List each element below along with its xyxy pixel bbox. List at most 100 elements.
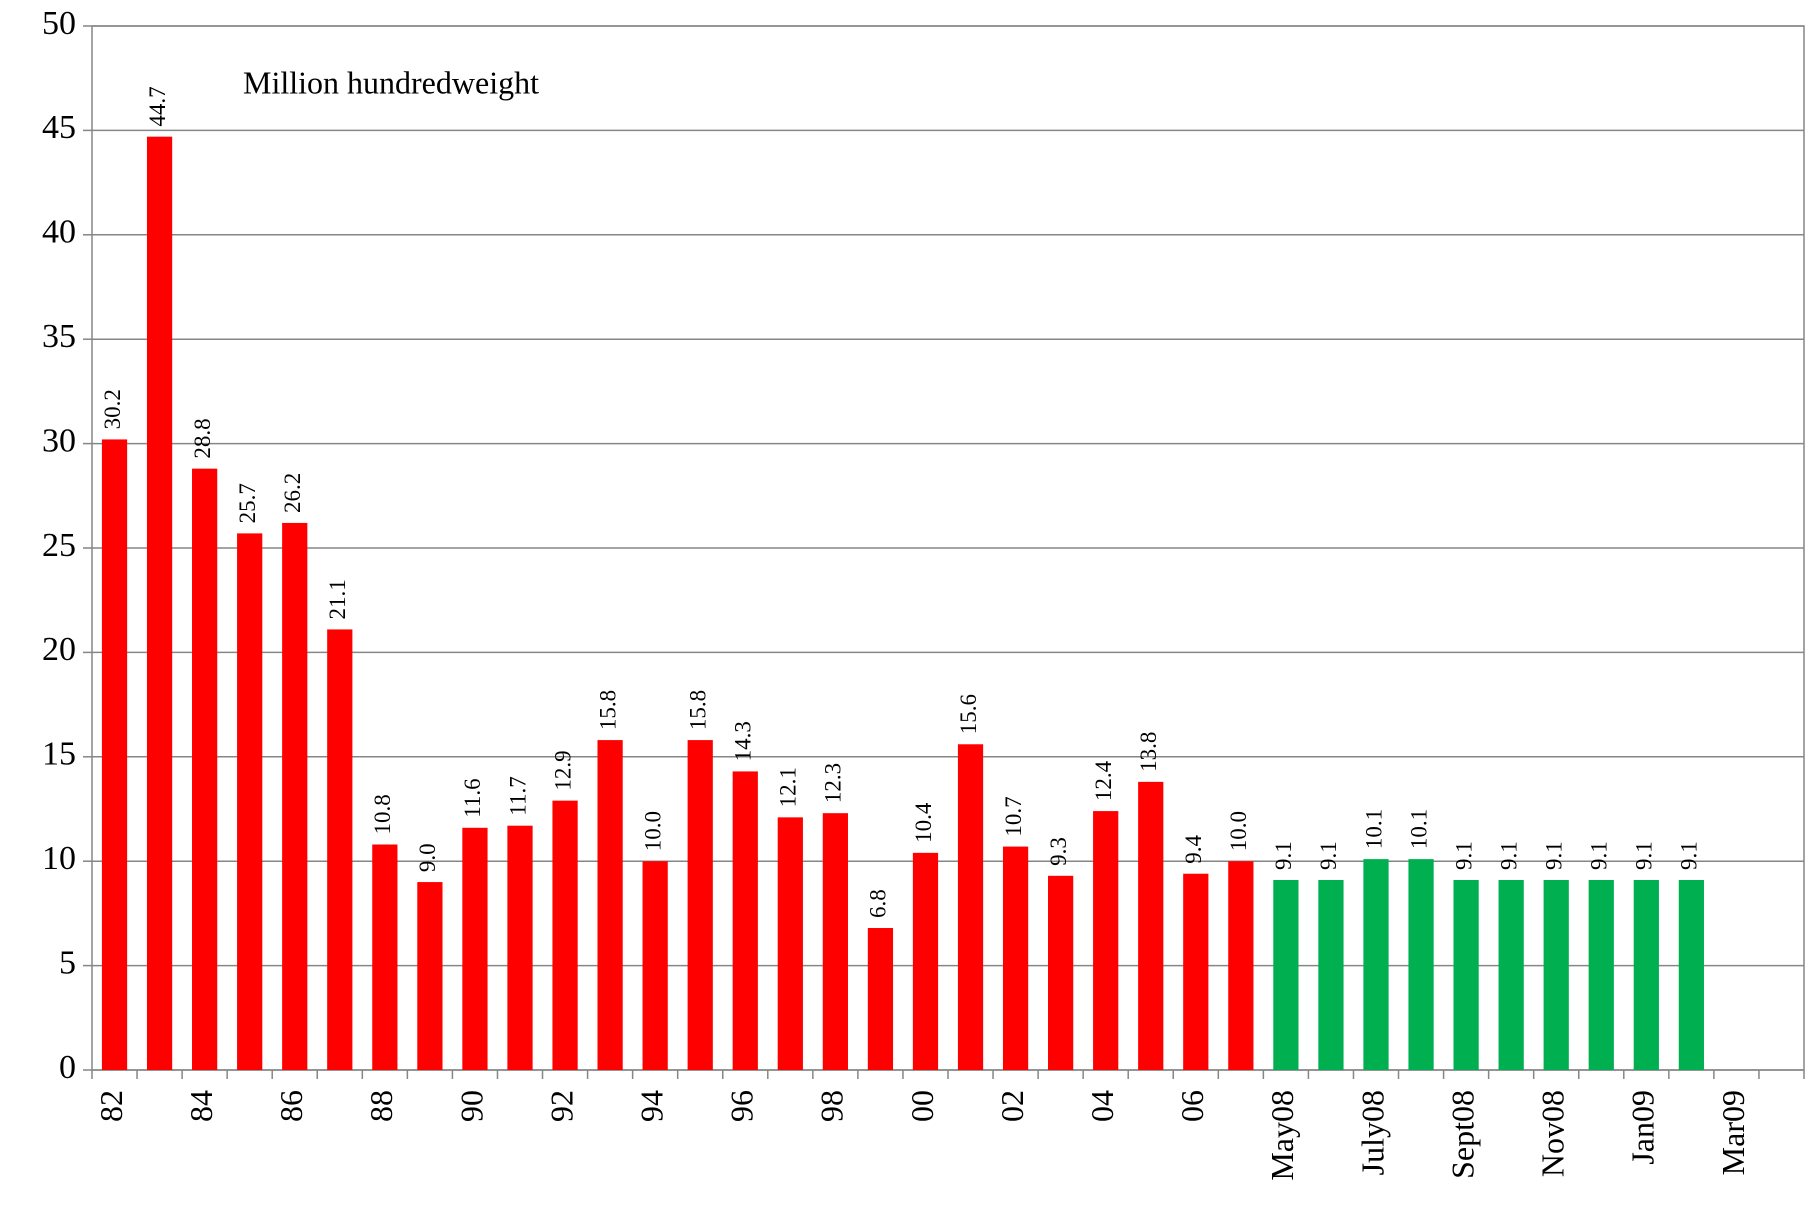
bar — [1678, 879, 1704, 1070]
x-tick-label: 86 — [273, 1090, 309, 1122]
value-label: 9.1 — [1316, 841, 1341, 870]
bar — [372, 844, 398, 1070]
bar — [462, 827, 488, 1070]
value-label: 6.8 — [866, 889, 891, 918]
bar — [101, 439, 128, 1070]
y-tick-label: 5 — [59, 944, 76, 981]
value-label: 11.6 — [460, 778, 485, 817]
value-label: 15.8 — [685, 690, 710, 730]
x-tick-label: 04 — [1084, 1090, 1120, 1122]
value-label: 12.3 — [821, 763, 846, 803]
bar — [867, 928, 894, 1070]
value-label: 14.3 — [731, 721, 756, 761]
bar — [1363, 859, 1389, 1070]
y-tick-label: 30 — [42, 422, 76, 459]
value-label: 30.2 — [100, 389, 125, 429]
y-tick-label: 20 — [42, 631, 76, 668]
x-tick-label: 84 — [183, 1090, 219, 1122]
bar — [417, 882, 443, 1070]
value-label: 10.1 — [1361, 809, 1386, 849]
bar — [597, 740, 623, 1070]
x-tick-label: July08 — [1354, 1090, 1390, 1175]
bar — [1318, 879, 1344, 1070]
x-tick-label: 96 — [724, 1090, 760, 1122]
bar — [1633, 879, 1659, 1070]
y-tick-label: 0 — [59, 1049, 76, 1086]
bar — [687, 740, 713, 1070]
value-label: 26.2 — [280, 473, 305, 513]
bar — [1408, 859, 1434, 1070]
value-label: 9.1 — [1271, 841, 1296, 870]
y-tick-label: 25 — [42, 527, 76, 564]
value-label: 13.8 — [1136, 732, 1161, 772]
value-label: 25.7 — [235, 483, 260, 523]
bar — [912, 852, 939, 1070]
bar — [327, 629, 353, 1070]
x-tick-label: May08 — [1264, 1090, 1300, 1181]
x-tick-label: 02 — [994, 1090, 1030, 1122]
annotation: Million hundredweight — [243, 64, 539, 100]
bar — [642, 861, 668, 1070]
x-tick-label: Jan09 — [1625, 1090, 1661, 1165]
bar — [237, 533, 263, 1070]
value-label: 12.4 — [1091, 760, 1116, 801]
bar — [1273, 879, 1299, 1070]
value-label: 44.7 — [145, 86, 170, 126]
value-label: 9.4 — [1181, 834, 1206, 863]
y-tick-label: 50 — [42, 5, 76, 42]
bar — [777, 817, 803, 1070]
value-label: 9.0 — [415, 843, 440, 872]
x-tick-label: 82 — [93, 1090, 129, 1122]
value-label: 10.4 — [911, 802, 936, 843]
value-label: 10.7 — [1001, 796, 1026, 836]
bar — [1453, 879, 1479, 1070]
x-tick-label: Sept08 — [1444, 1090, 1480, 1179]
bar — [507, 825, 533, 1070]
value-label: 15.6 — [956, 694, 981, 734]
bar — [192, 468, 218, 1070]
y-tick-label: 10 — [42, 840, 76, 877]
bar — [822, 813, 848, 1070]
x-tick-label: 90 — [453, 1090, 489, 1122]
x-tick-label: 98 — [814, 1090, 850, 1122]
bar — [1498, 879, 1524, 1070]
value-label: 11.7 — [505, 776, 530, 815]
value-label: 15.8 — [595, 690, 620, 730]
bar — [282, 522, 308, 1070]
y-tick-label: 45 — [42, 109, 76, 146]
value-label: 21.1 — [325, 579, 350, 619]
y-tick-label: 35 — [42, 318, 76, 355]
bar — [1543, 879, 1569, 1070]
value-label: 28.8 — [190, 418, 215, 458]
value-label: 9.1 — [1451, 841, 1476, 870]
bar — [1183, 873, 1209, 1070]
x-tick-label: Nov08 — [1535, 1090, 1571, 1177]
y-tick-label: 15 — [42, 736, 76, 773]
value-label: 12.1 — [776, 767, 801, 807]
x-tick-label: Mar09 — [1715, 1090, 1751, 1175]
x-tick-label: 00 — [904, 1090, 940, 1122]
x-tick-label: 88 — [363, 1090, 399, 1122]
y-tick-label: 40 — [42, 214, 76, 251]
value-label: 10.1 — [1406, 809, 1431, 849]
bar — [1002, 846, 1029, 1070]
bar — [146, 136, 173, 1070]
value-label: 9.1 — [1632, 841, 1657, 870]
value-label: 9.1 — [1541, 841, 1566, 870]
bar — [957, 744, 984, 1070]
value-label: 9.1 — [1496, 841, 1521, 870]
value-label: 12.9 — [550, 750, 575, 790]
value-label: 10.8 — [370, 794, 395, 834]
bar — [1048, 875, 1074, 1070]
value-label: 9.1 — [1587, 841, 1612, 870]
x-tick-label: 92 — [543, 1090, 579, 1122]
bar — [732, 771, 758, 1070]
bar — [1228, 861, 1254, 1070]
x-tick-label: 06 — [1174, 1090, 1210, 1122]
value-label: 9.3 — [1046, 837, 1071, 866]
x-tick-label: 94 — [634, 1090, 670, 1122]
bar — [552, 800, 578, 1070]
bar — [1093, 811, 1119, 1070]
value-label: 10.0 — [1226, 811, 1251, 851]
